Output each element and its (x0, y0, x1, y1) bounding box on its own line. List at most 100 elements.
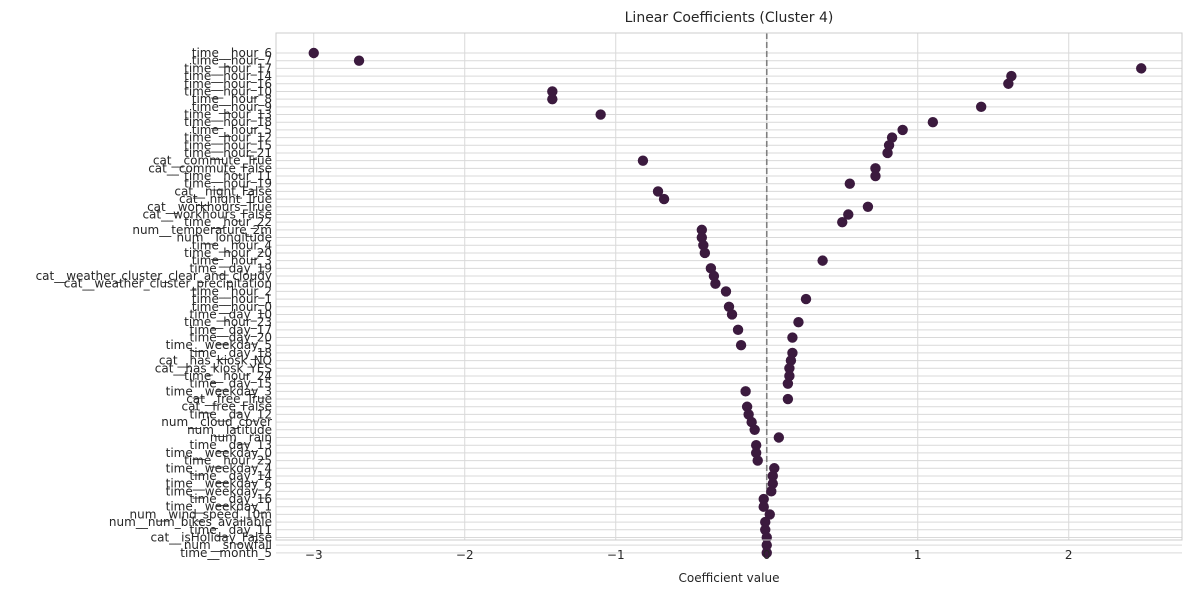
y-tick-label: cat__night_False (174, 184, 272, 198)
data-point (708, 270, 720, 282)
data-point (769, 463, 780, 474)
data-point (547, 86, 558, 97)
y-tick-label: time__month_5 (180, 546, 272, 560)
y-tick-label: time__hour_18 (184, 115, 272, 129)
y-tick-label: cat__free_False (182, 400, 272, 414)
data-point (897, 124, 908, 136)
y-tick-label: num__rain (210, 431, 272, 445)
y-tick-label: time__hour_3 (192, 254, 272, 268)
x-tick-label: 2 (1065, 548, 1073, 562)
y-tick-label: time__day_13 (190, 438, 272, 452)
y-tick-label: time__weekday_5 (166, 338, 272, 352)
y-tick-labels: time__hour_6time__hour_7time__hour_17tim… (36, 46, 272, 560)
chart-title: Linear Coefficients (Cluster 4) (625, 10, 834, 26)
y-tick-label: time__hour_15 (184, 138, 272, 152)
data-point (870, 163, 881, 174)
y-tick-label: time__hour_4 (192, 238, 272, 252)
data-point (720, 286, 732, 297)
y-tick-label: cat__commute_False (148, 161, 272, 175)
y-tick-label: time__hour_24 (184, 369, 272, 383)
y-tick-label: time__day_15 (190, 377, 272, 391)
data-point (749, 424, 760, 436)
data-point (843, 209, 854, 220)
y-tick-label: time__day_16 (190, 492, 272, 506)
y-gridlines (276, 52, 1182, 554)
data-points (308, 47, 1147, 559)
data-point (767, 478, 778, 489)
data-point (785, 355, 797, 366)
data-point (773, 432, 785, 443)
data-point (696, 224, 708, 236)
y-tick-label: time__hour_16 (184, 77, 272, 91)
data-point (782, 393, 794, 405)
y-tick-label: time__day_18 (190, 346, 272, 360)
y-tick-label: time__hour_6 (192, 46, 272, 60)
data-point (882, 147, 893, 159)
y-tick-label: num__temperature_2m (132, 223, 272, 237)
x-tick-label: 1 (914, 548, 922, 562)
data-point (760, 524, 771, 535)
y-tick-label: time__day_20 (190, 331, 272, 345)
data-point (658, 193, 670, 205)
y-tick-label: time__day_11 (190, 523, 272, 537)
data-point (652, 186, 664, 197)
y-tick-label: time__hour_11 (184, 169, 272, 183)
data-point (761, 539, 772, 551)
y-tick-label: time__hour_12 (184, 131, 272, 145)
data-point (1003, 78, 1014, 89)
x-tick-label: −1 (607, 548, 625, 562)
y-tick-label: cat__commute_True (153, 154, 272, 168)
data-point (766, 486, 777, 497)
y-tick-label: time__hour_14 (184, 69, 272, 83)
y-tick-label: time__hour_13 (184, 108, 272, 122)
y-tick-label: num__latitude (187, 423, 272, 437)
y-tick-label: time__day_12 (190, 407, 272, 421)
data-point (760, 516, 771, 528)
y-tick-label: time__hour_9 (192, 100, 272, 114)
data-point (308, 47, 319, 59)
y-tick-label: time__hour_0 (192, 300, 272, 314)
y-tick-label: time__hour_8 (192, 92, 272, 106)
data-point (782, 378, 794, 389)
x-tick-label: 0 (763, 548, 771, 562)
data-point (844, 178, 855, 189)
data-point (547, 93, 558, 105)
y-tick-label: num__snowfall (184, 538, 272, 552)
y-tick-label: cat__weather_cluster_clear_and_cloudy (36, 269, 272, 283)
data-point (761, 547, 772, 559)
y-tick-label: time__day_14 (190, 469, 272, 483)
data-point (741, 401, 753, 412)
data-point (975, 101, 987, 113)
y-tick-label: num__cloud_cover (161, 415, 272, 429)
data-point (750, 447, 762, 459)
data-point (767, 470, 778, 482)
y-tick-label: time__hour_19 (184, 177, 272, 191)
y-tick-label: cat__night_True (179, 192, 272, 206)
y-tick-label: cat__free_True (186, 392, 272, 406)
y-tick-label: time__hour_21 (184, 146, 272, 160)
x-tick-label: −3 (305, 548, 323, 562)
y-tick-label: time__weekday_2 (166, 484, 272, 498)
y-tick-label: time__weekday_1 (166, 500, 272, 514)
y-tick-label: time__hour_7 (192, 54, 272, 68)
y-tick-label: num__wind_speed_10m (130, 507, 272, 521)
x-tick-label: −2 (456, 548, 474, 562)
data-point (1136, 63, 1147, 74)
data-point (726, 309, 738, 320)
data-point (710, 278, 721, 289)
y-tick-label: cat__has_kiosk_NO (159, 354, 272, 368)
y-tick-label: time__hour_1 (192, 292, 272, 306)
y-tick-label: time__hour_22 (184, 215, 272, 229)
y-tick-label: time__day_17 (190, 323, 272, 337)
data-point (758, 493, 769, 505)
y-tick-label: time__day_10 (190, 307, 272, 321)
data-point (353, 55, 365, 66)
x-gridlines (313, 33, 1070, 540)
data-point (784, 370, 795, 382)
data-point (758, 501, 769, 512)
data-point (752, 455, 763, 466)
y-tick-label: cat__has_kiosk_YES (155, 361, 272, 375)
data-point (696, 232, 708, 243)
y-tick-label: cat__isHoliday_False (151, 530, 272, 544)
